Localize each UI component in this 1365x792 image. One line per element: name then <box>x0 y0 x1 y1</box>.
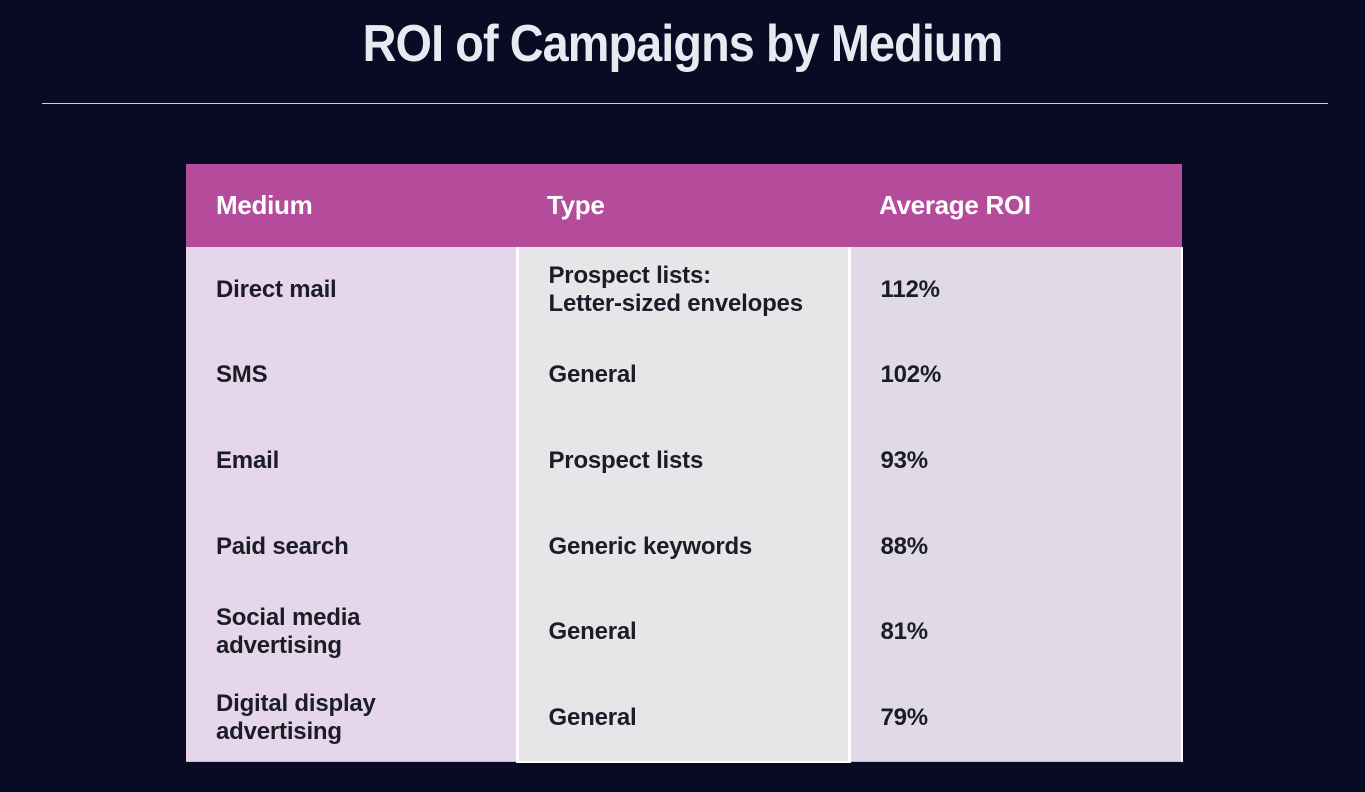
cell-roi: 93% <box>849 418 1183 504</box>
cell-roi: 88% <box>849 503 1183 590</box>
cell-roi: 81% <box>849 589 1183 675</box>
table-row: Social media advertising General 81% <box>186 589 1183 675</box>
cell-medium: Digital display advertising <box>186 674 517 763</box>
page-title: ROI of Campaigns by Medium <box>362 15 1004 73</box>
cell-type: General <box>515 589 851 675</box>
cell-roi: 102% <box>849 332 1183 419</box>
cell-medium: Direct mail <box>186 247 517 333</box>
cell-type: General <box>515 674 851 763</box>
cell-medium: Email <box>186 418 517 504</box>
table-header-row: Medium Type Average ROI <box>186 164 1182 247</box>
header-average-roi: Average ROI <box>849 164 1182 247</box>
cell-medium: Social media advertising <box>186 589 517 675</box>
cell-type: Prospect lists: Letter-sized envelopes <box>515 247 851 333</box>
table-row: Paid search Generic keywords 88% <box>186 503 1183 590</box>
cell-roi: 112% <box>849 247 1183 333</box>
cell-type-line2: Letter-sized envelopes <box>548 289 804 317</box>
header-medium: Medium <box>186 164 517 247</box>
table-row: Direct mail Prospect lists: Letter-sized… <box>186 247 1183 333</box>
table-row: SMS General 102% <box>186 332 1183 419</box>
title-divider <box>42 103 1328 104</box>
cell-type: Prospect lists <box>515 418 851 504</box>
cell-roi: 79% <box>849 674 1183 763</box>
cell-medium: SMS <box>186 332 517 419</box>
table-row: Email Prospect lists 93% <box>186 418 1183 504</box>
cell-type: General <box>515 332 851 419</box>
header-type: Type <box>517 164 849 247</box>
cell-medium: Paid search <box>186 503 517 590</box>
table-row: Digital display advertising General 79% <box>186 674 1183 763</box>
cell-type-line1: Prospect lists: <box>548 261 712 289</box>
cell-type: Generic keywords <box>515 503 851 590</box>
roi-table: Medium Type Average ROI Direct mail Pros… <box>186 164 1183 763</box>
